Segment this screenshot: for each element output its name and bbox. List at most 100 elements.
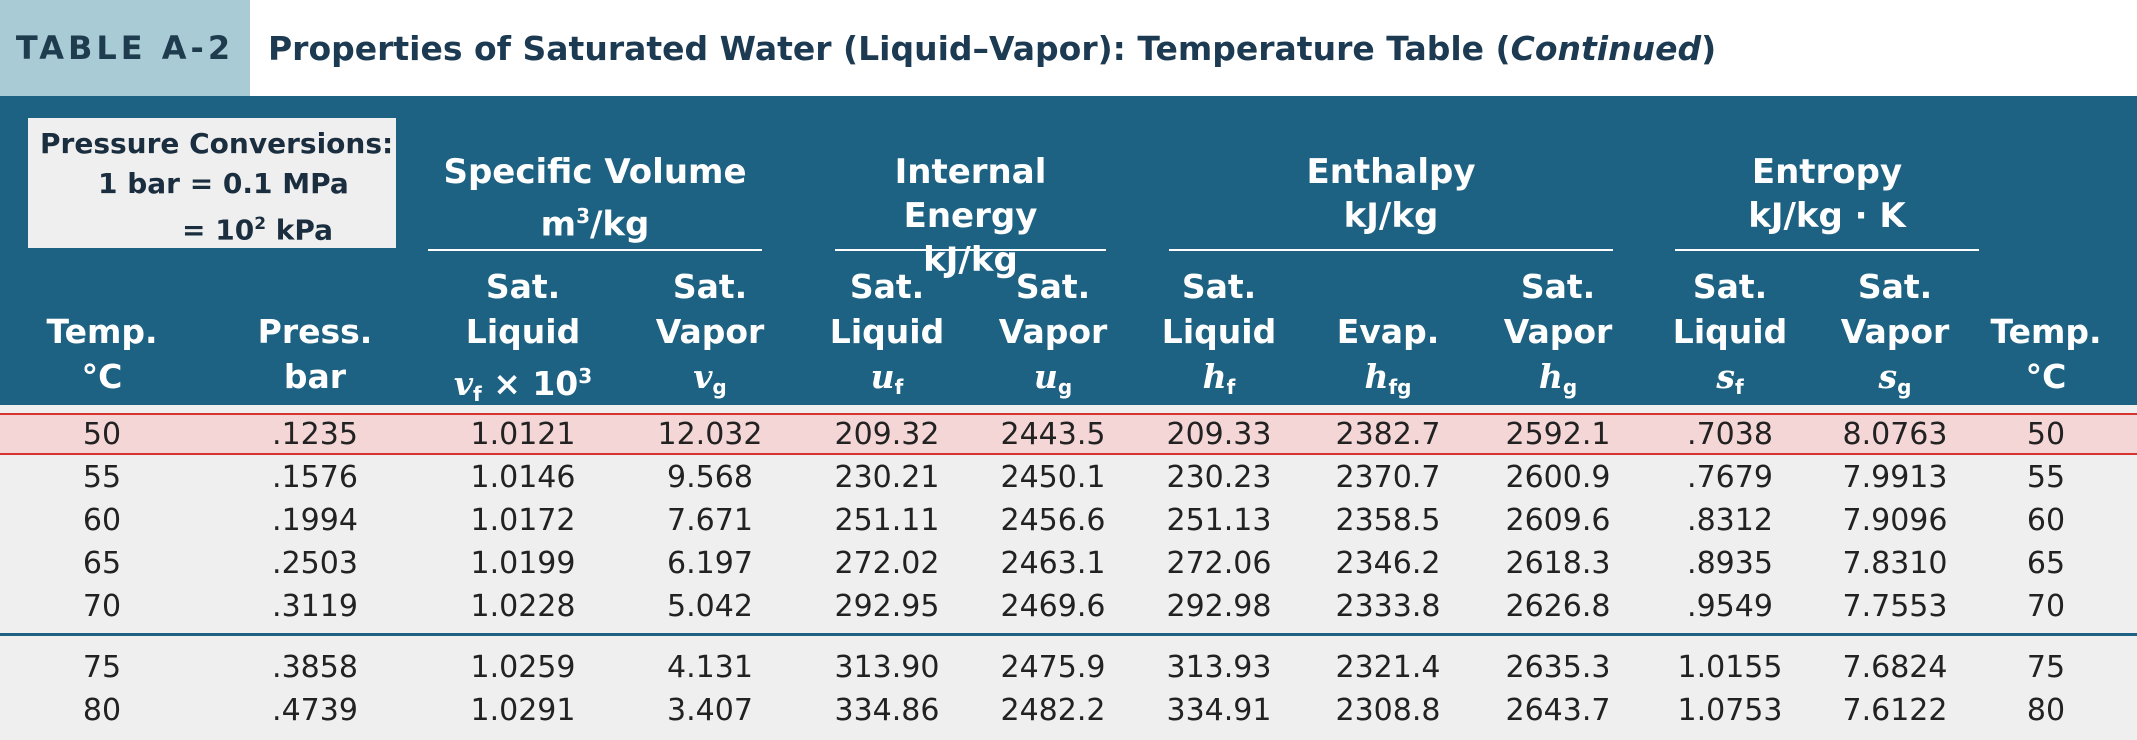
column-header-symbol: hfg	[1313, 354, 1463, 410]
table-cell: 2308.8	[1335, 692, 1441, 728]
group-specific-volume-unit-pre: m	[540, 204, 577, 245]
pressure-conversions-box: Pressure Conversions: 1 bar = 0.1 MPa = …	[28, 118, 396, 248]
column-header-symbol: °C	[81, 357, 123, 396]
table-cell: .7679	[1687, 459, 1773, 495]
table-cell: 80	[82, 692, 122, 728]
group-specific-volume: Specific Volume m3/kg	[428, 150, 762, 246]
table-cell: 334.86	[834, 692, 940, 728]
group-rule-specific-volume	[428, 249, 762, 251]
table-header: Pressure Conversions: 1 bar = 0.1 MPa = …	[0, 96, 2137, 406]
table-cell: 2482.2	[1000, 692, 1106, 728]
column-symbol: s	[1878, 357, 1898, 396]
table-cell: 1.0121	[470, 416, 576, 452]
table-cell: 9.568	[667, 459, 753, 495]
group-rule-enthalpy	[1169, 249, 1613, 251]
table-cell: .3858	[272, 649, 358, 685]
table-cell: 75	[2026, 649, 2066, 685]
column-header-9: Sat. Liquid sf	[1655, 264, 1805, 410]
column-header-3: Sat. Vapor vg	[635, 264, 785, 410]
column-header-line2: Temp.	[1990, 312, 2102, 351]
table-row: 60 .1994 1.0172 7.671 251.11 2456.6 251.13 2358…	[0, 499, 2137, 541]
table-cell: 80	[2026, 692, 2066, 728]
column-symbol: s	[1716, 357, 1735, 396]
table-cell: 5.042	[667, 588, 753, 624]
table-cell: .8935	[1687, 545, 1773, 581]
table-cell: 2600.9	[1505, 459, 1611, 495]
column-symbol-subscript: g	[1897, 375, 1912, 399]
column-symbol: u	[870, 357, 895, 396]
column-header-symbol: ug	[978, 354, 1128, 410]
column-header-line2: Liquid	[1161, 312, 1277, 351]
column-header-line2: Vapor	[998, 312, 1108, 351]
group-specific-volume-unit: m3/kg	[428, 194, 762, 246]
table-cell: 7.671	[667, 502, 753, 538]
table-cell: 251.13	[1166, 502, 1272, 538]
table-cell: .4739	[272, 692, 358, 728]
table-cell: 6.197	[667, 545, 753, 581]
table-cell: 2321.4	[1335, 649, 1441, 685]
table-cell: 70	[2026, 588, 2066, 624]
column-symbol: v	[693, 357, 713, 396]
table-cell: 60	[82, 502, 122, 538]
table-cell: 2333.8	[1335, 588, 1441, 624]
column-header-line2: Vapor	[1840, 312, 1950, 351]
column-symbol-subscript: g	[1057, 375, 1073, 399]
column-header-line2: Vapor	[655, 312, 765, 351]
column-header-10: Sat. Vapor sg	[1820, 264, 1970, 410]
column-header-symbol: uf	[812, 354, 962, 410]
table-cell: .1235	[272, 416, 358, 452]
table-row: 55 .1576 1.0146 9.568 230.21 2450.1 230.23 2370…	[0, 456, 2137, 498]
conversions-line2-post: kPa	[266, 213, 334, 247]
table-cell: 1.0155	[1677, 649, 1783, 685]
column-symbol-subscript: f	[1226, 375, 1236, 399]
table-row: 75 .3858 1.0259 4.131 313.90 2475.9 313.93 2321…	[0, 646, 2137, 688]
column-symbol-subscript: g	[1562, 375, 1578, 399]
column-header-symbol: bar	[283, 357, 347, 396]
group-enthalpy-unit: kJ/kg	[1343, 196, 1439, 236]
table-cell: 1.0146	[470, 459, 576, 495]
table-title-italic: Continued	[1510, 28, 1702, 68]
table-cell: .9549	[1687, 588, 1773, 624]
table-cell: 2450.1	[1000, 459, 1106, 495]
table-cell: 75	[82, 649, 122, 685]
table-row: 65 .2503 1.0199 6.197 272.02 2463.1 272.06 2346…	[0, 542, 2137, 584]
table-cell: 7.8310	[1842, 545, 1948, 581]
group-enthalpy-name: Enthalpy	[1306, 152, 1476, 192]
column-header-symbol: °C	[2025, 357, 2067, 396]
table-cell: 1.0753	[1677, 692, 1783, 728]
table-cell: 292.95	[834, 588, 940, 624]
table-title-main: Properties of Saturated Water (Liquid–Va…	[268, 28, 1511, 68]
table-row: 70 .3119 1.0228 5.042 292.95 2469.6 292.98 2333…	[0, 585, 2137, 627]
table-cell: .7038	[1687, 416, 1773, 452]
column-header-line1: Sat.	[1692, 267, 1768, 306]
table-cell: 334.91	[1166, 692, 1272, 728]
conversions-line1: 1 bar = 0.1 MPa	[98, 167, 349, 200]
table-cell: 2346.2	[1335, 545, 1441, 581]
column-header-7: Evap. hfg	[1313, 264, 1463, 410]
table-cell: 7.6824	[1842, 649, 1948, 685]
table-cell: 2618.3	[1505, 545, 1611, 581]
column-header-1: Press. bar	[230, 264, 400, 399]
table-cell: 1.0228	[470, 588, 576, 624]
column-header-line1	[1971, 264, 2121, 309]
table-cell: 2382.7	[1335, 416, 1441, 452]
table-cell: 7.9096	[1842, 502, 1948, 538]
table-cell: 313.90	[834, 649, 940, 685]
column-header-line1	[230, 264, 400, 309]
table-cell: 272.06	[1166, 545, 1272, 581]
conversions-line2-sup: 2	[254, 214, 267, 234]
table-cell: 1.0172	[470, 502, 576, 538]
table-cell: 60	[2026, 502, 2066, 538]
table-cell: 70	[82, 588, 122, 624]
column-header-6: Sat. Liquid hf	[1144, 264, 1294, 410]
table-cell: .2503	[272, 545, 358, 581]
table-cell: 2592.1	[1505, 416, 1611, 452]
column-header-symbol: vf × 103	[423, 354, 623, 417]
table-cell: .8312	[1687, 502, 1773, 538]
table-cell: 2358.5	[1335, 502, 1441, 538]
column-symbol: h	[1364, 357, 1389, 396]
table-cell: 2609.6	[1505, 502, 1611, 538]
column-symbol: u	[1033, 357, 1058, 396]
table-cell: 292.98	[1166, 588, 1272, 624]
row-group-separator	[0, 633, 2137, 636]
